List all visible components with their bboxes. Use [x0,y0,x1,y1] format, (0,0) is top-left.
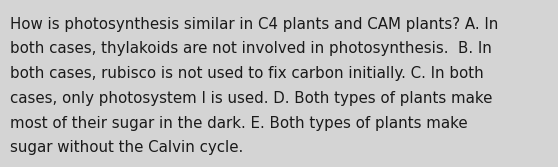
Text: How is photosynthesis similar in C4 plants and CAM plants? A. In: How is photosynthesis similar in C4 plan… [10,17,498,32]
Text: cases, only photosystem I is used. D. Both types of plants make: cases, only photosystem I is used. D. Bo… [10,91,492,106]
Text: both cases, rubisco is not used to fix carbon initially. C. In both: both cases, rubisco is not used to fix c… [10,66,484,81]
Text: sugar without the Calvin cycle.: sugar without the Calvin cycle. [10,140,243,155]
Text: most of their sugar in the dark. E. Both types of plants make: most of their sugar in the dark. E. Both… [10,116,468,131]
Text: both cases, thylakoids are not involved in photosynthesis.  B. In: both cases, thylakoids are not involved … [10,41,492,56]
